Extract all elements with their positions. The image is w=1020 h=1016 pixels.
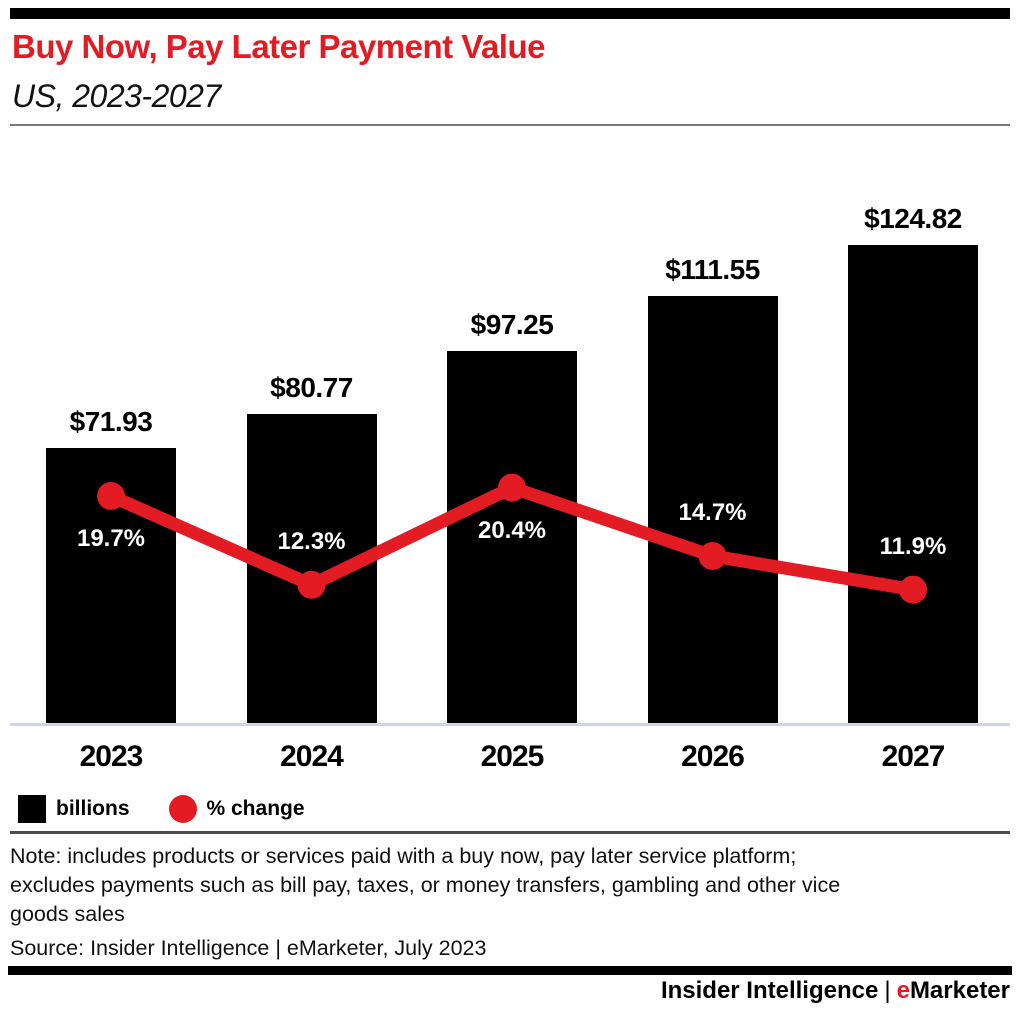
pct-change-label-2025: 20.4% <box>477 516 547 544</box>
pct-change-label-2027: 11.9% <box>879 532 947 560</box>
bar-value-label-2026: $111.55 <box>665 253 760 285</box>
x-axis-baseline <box>10 723 1010 726</box>
footer-brand-rest: Marketer <box>909 977 1010 1004</box>
x-axis-label-2027: 2027 <box>881 740 946 773</box>
x-axis-label-2024: 2024 <box>280 740 344 773</box>
note-line-1: Note: includes products or services paid… <box>10 844 797 868</box>
line-point-2027 <box>899 575 927 604</box>
chart-subtitle: US, 2023-2027 <box>12 78 221 114</box>
line-point-2024 <box>297 570 326 599</box>
chart-note: Note: includes products or services paid… <box>10 842 1000 929</box>
line-point-2023 <box>97 482 125 510</box>
line-point-2026 <box>698 542 727 570</box>
footer-publisher: Insider Intelligence <box>660 977 879 1004</box>
pct-change-label-2023: 19.7% <box>76 525 146 552</box>
note-line-2: excludes payments such as bill pay, taxe… <box>10 873 841 897</box>
bottom-accent-bar <box>8 966 1012 975</box>
pct-change-label-2026: 14.7% <box>678 499 747 526</box>
bar-value-label-2024: $80.77 <box>270 371 353 403</box>
chart-legend: billions % change <box>18 794 305 824</box>
percent-change-swatch-icon <box>168 795 197 823</box>
footer-separator: | <box>884 977 891 1004</box>
billions-swatch-icon <box>18 795 46 823</box>
header-divider <box>10 124 1010 126</box>
pct-change-label-2024: 12.3% <box>277 527 346 555</box>
legend-label-billions: billions <box>56 797 130 820</box>
bar-2025 <box>447 350 577 723</box>
top-accent-bar <box>10 8 1010 19</box>
bar-value-label-2027: $124.82 <box>864 202 962 234</box>
bar-value-label-2023: $71.93 <box>69 405 153 437</box>
percent-change-line <box>97 473 927 604</box>
footer-brand-e: e <box>896 977 910 1004</box>
chart-plot-area: $71.93 2023 $80.77 2024 $97.25 2025 $111.55 202… <box>46 202 978 773</box>
x-axis-label-2023: 2023 <box>79 740 144 773</box>
x-axis-label-2026: 2026 <box>681 740 745 773</box>
bar-2026 <box>647 295 778 723</box>
x-axis-label-2025: 2025 <box>480 740 545 773</box>
line-point-2025 <box>498 473 526 502</box>
chart-source: Source: Insider Intelligence | eMarketer… <box>10 936 487 960</box>
chart-title: Buy Now, Pay Later Payment Value <box>12 28 545 65</box>
footer-branding: Insider Intelligence | eMarketer <box>661 977 1010 1005</box>
legend-divider <box>10 831 1010 834</box>
legend-label-percent-change: % change <box>206 797 305 820</box>
bar-value-label-2025: $97.25 <box>470 308 554 340</box>
bar-2027 <box>848 244 978 723</box>
note-line-3: goods sales <box>10 902 125 926</box>
